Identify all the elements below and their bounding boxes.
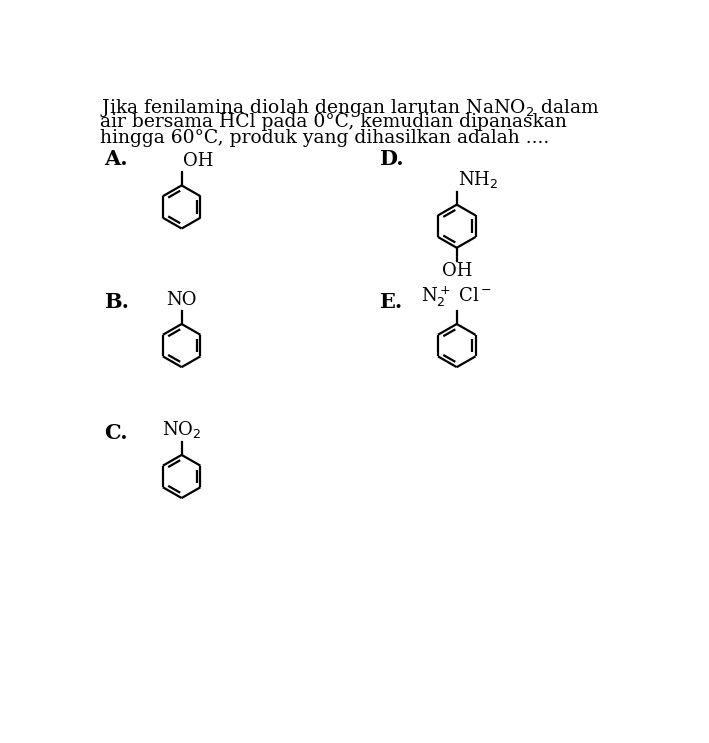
Text: NO: NO xyxy=(167,291,197,309)
Text: D.: D. xyxy=(379,149,404,169)
Text: N$_2^+$ Cl$^-$: N$_2^+$ Cl$^-$ xyxy=(421,285,492,309)
Text: air bersama HCl pada 0°C, kemudian dipanaskan: air bersama HCl pada 0°C, kemudian dipan… xyxy=(100,113,567,131)
Text: B.: B. xyxy=(104,292,129,311)
Text: E.: E. xyxy=(379,292,403,311)
Text: A.: A. xyxy=(104,149,128,169)
Text: hingga 60°C, produk yang dihasilkan adalah ....: hingga 60°C, produk yang dihasilkan adal… xyxy=(100,129,549,147)
Text: NH$_2$: NH$_2$ xyxy=(458,169,498,190)
Text: NO$_2$: NO$_2$ xyxy=(162,419,201,441)
Text: C.: C. xyxy=(104,423,128,443)
Text: OH: OH xyxy=(442,262,472,280)
Text: OH: OH xyxy=(183,152,213,170)
Text: Jika fenilamina diolah dengan larutan NaNO$_2$ dalam: Jika fenilamina diolah dengan larutan Na… xyxy=(100,97,600,119)
